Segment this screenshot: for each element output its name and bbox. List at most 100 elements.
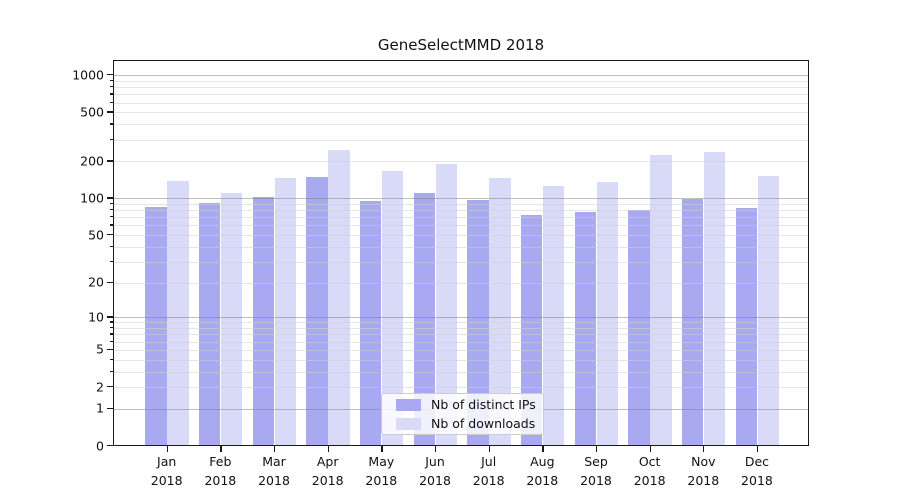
x-tick (595, 446, 598, 452)
x-tick (381, 446, 383, 452)
x-tick-label-may: May 2018 (365, 454, 398, 488)
legend-label-distinct-ips: Nb of distinct IPs (431, 397, 536, 412)
minor-gridline (114, 322, 808, 324)
major-gridline (114, 75, 808, 77)
bar-nb-of-distinct-ips-dec (735, 208, 757, 445)
plot-area (113, 60, 809, 446)
x-tick-label-jan: Jan 2018 (150, 454, 183, 488)
minor-gridline (114, 387, 808, 389)
bar-nb-of-downloads-mar (274, 178, 296, 445)
bar-nb-of-downloads-nov (703, 151, 726, 445)
y-minor-tick (109, 321, 113, 323)
y-minor-tick (109, 333, 113, 335)
legend: Nb of distinct IPs Nb of downloads (381, 393, 544, 435)
bar-nb-of-downloads-feb (220, 192, 243, 445)
bar-nb-of-distinct-ips-oct (628, 209, 650, 445)
major-gridline (114, 198, 808, 200)
x-tick (435, 446, 437, 452)
y-minor-tick (109, 358, 113, 360)
y-tick-label: 20 (88, 274, 104, 290)
y-tick (107, 160, 113, 162)
x-tick-label-feb: Feb 2018 (204, 454, 237, 488)
x-tick-label-aug: Aug 2018 (526, 454, 559, 488)
x-tick (220, 446, 222, 452)
y-tick-label: 100 (80, 190, 104, 206)
x-tick (542, 446, 544, 452)
bar-nb-of-distinct-ips-feb (199, 202, 221, 445)
y-tick-label: 1 (96, 400, 104, 416)
x-tick (649, 446, 651, 452)
x-tick-label-oct: Oct 2018 (633, 454, 666, 488)
minor-gridline (114, 203, 808, 205)
minor-gridline (114, 334, 808, 336)
y-tick (107, 445, 113, 447)
x-tick-label-mar: Mar 2018 (258, 454, 290, 488)
y-tick (107, 74, 113, 76)
y-minor-tick (109, 202, 113, 205)
bar-nb-of-downloads-may (381, 171, 404, 445)
x-tick-label-sep: Sep 2018 (580, 454, 612, 488)
y-tick-label: 50 (88, 227, 104, 243)
y-tick (107, 386, 113, 388)
minor-gridline (114, 139, 808, 141)
y-tick-label: 500 (80, 104, 104, 120)
x-tick (756, 446, 759, 452)
y-minor-tick (109, 86, 113, 88)
y-tick-label: 10 (88, 309, 104, 325)
y-minor-tick (109, 123, 113, 125)
minor-gridline (114, 210, 808, 212)
minor-gridline (114, 94, 808, 96)
bar-nb-of-distinct-ips-nov (682, 198, 704, 445)
bar-nb-of-distinct-ips-apr (306, 176, 328, 445)
x-tick (488, 446, 490, 452)
y-minor-tick (109, 101, 113, 103)
major-gridline (114, 317, 808, 319)
y-tick (107, 197, 113, 199)
y-tick (107, 281, 113, 283)
y-tick-label: 2 (96, 379, 104, 395)
minor-gridline (114, 161, 808, 163)
y-tick (107, 407, 113, 409)
y-tick-label: 1000 (72, 67, 104, 83)
minor-gridline (114, 261, 808, 263)
y-minor-tick (109, 93, 113, 95)
minor-gridline (114, 246, 808, 248)
x-tick (274, 446, 276, 452)
x-tick-label-jun: Jun 2018 (419, 454, 451, 488)
bar-nb-of-downloads-dec (757, 175, 779, 445)
minor-gridline (114, 349, 808, 351)
y-minor-tick (109, 209, 113, 211)
y-tick-label: 200 (80, 153, 104, 169)
minor-gridline (114, 341, 808, 343)
bar-nb-of-downloads-jan (167, 181, 189, 445)
bar-nb-of-downloads-aug (542, 185, 565, 445)
bar-nb-of-downloads-jun (435, 164, 457, 445)
y-tick (107, 316, 113, 318)
x-tick (166, 446, 168, 452)
bar-nb-of-distinct-ips-jan (145, 206, 167, 445)
minor-gridline (114, 217, 808, 219)
y-minor-tick (109, 224, 113, 226)
y-tick-label: 0 (96, 438, 104, 453)
minor-gridline (114, 235, 808, 237)
x-tick (703, 446, 705, 452)
bar-nb-of-downloads-jul (489, 178, 511, 445)
y-minor-tick (109, 327, 113, 329)
minor-gridline (114, 328, 808, 330)
minor-gridline (114, 124, 808, 126)
legend-row-distinct-ips: Nb of distinct IPs (396, 397, 536, 412)
y-minor-tick (109, 370, 113, 372)
minor-gridline (114, 112, 808, 114)
y-minor-tick (109, 245, 113, 247)
minor-gridline (114, 282, 808, 284)
y-tick (107, 111, 113, 113)
minor-gridline (114, 102, 808, 104)
x-tick (327, 446, 329, 452)
legend-label-downloads: Nb of downloads (431, 416, 536, 431)
downloads-swatch (396, 417, 421, 430)
distinct-ips-swatch (396, 398, 421, 411)
y-minor-tick (109, 260, 113, 262)
minor-gridline (114, 225, 808, 227)
minor-gridline (114, 87, 808, 89)
y-minor-tick (109, 79, 113, 82)
